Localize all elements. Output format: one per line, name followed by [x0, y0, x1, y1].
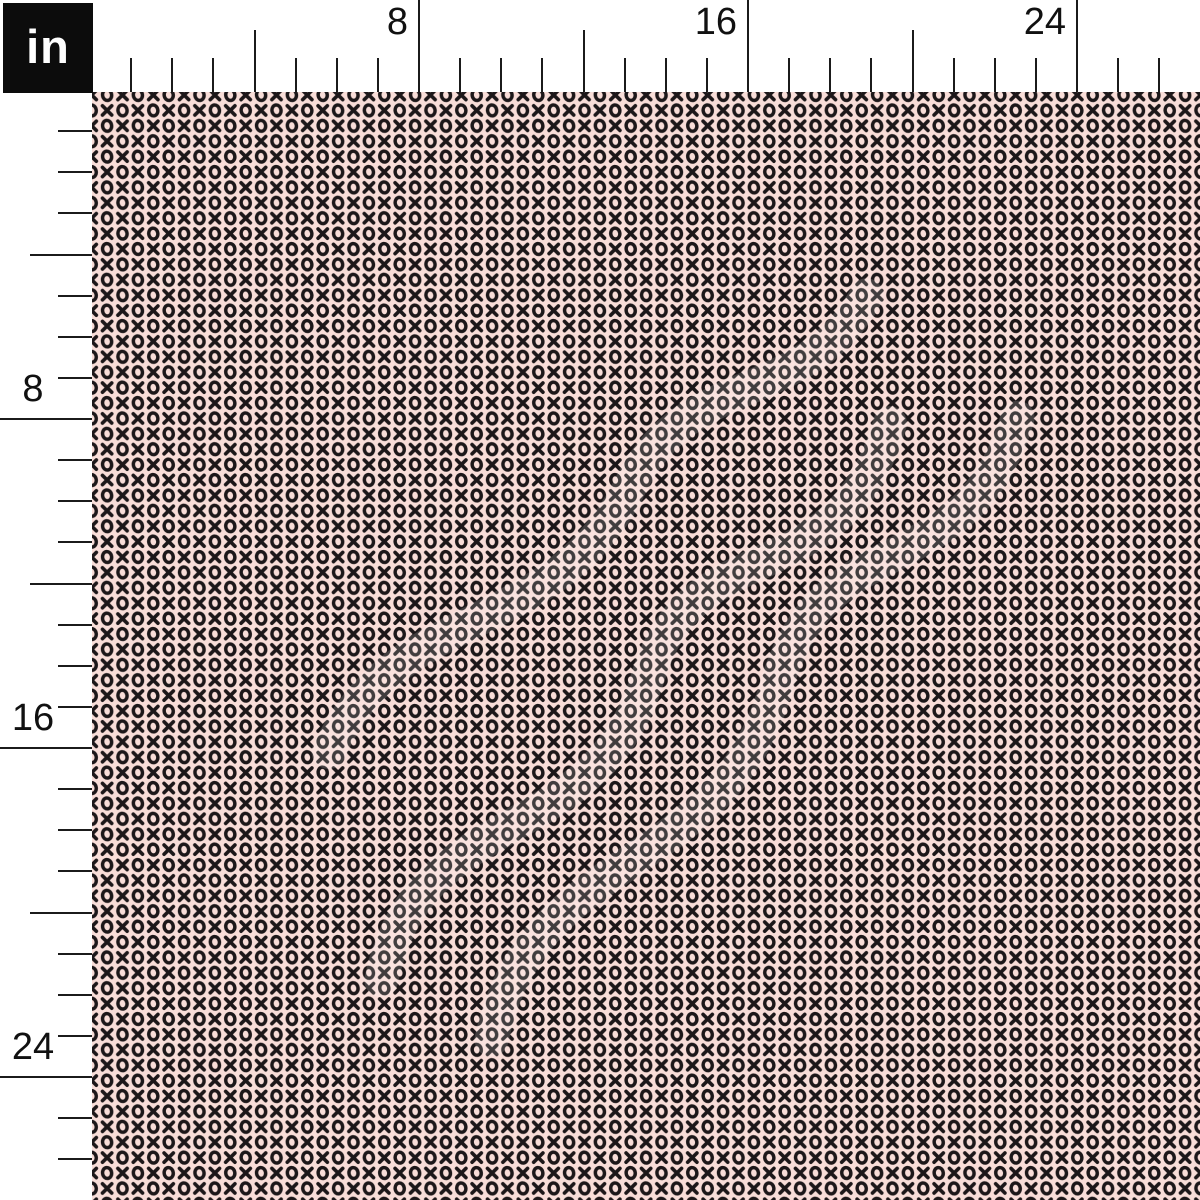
fabric-pattern-svg: [92, 92, 1200, 1200]
left-ruler-tick: [58, 130, 92, 132]
watermark: [311, 278, 1035, 1057]
top-ruler-tick: [624, 58, 626, 92]
left-ruler-tick: [58, 994, 92, 996]
top-ruler-tick: [130, 58, 132, 92]
left-ruler-medium-tick: [30, 254, 92, 256]
left-ruler-tick: [58, 788, 92, 790]
top-ruler-tick: [870, 58, 872, 92]
left-ruler-tick: [58, 171, 92, 173]
left-ruler-tick: [58, 1035, 92, 1037]
top-ruler-medium-tick: [912, 30, 914, 92]
top-ruler-tick: [500, 58, 502, 92]
left-ruler-tick: [58, 870, 92, 872]
left-ruler-tick: [58, 459, 92, 461]
top-ruler-tick: [1117, 58, 1119, 92]
left-ruler-tick: [58, 953, 92, 955]
top-ruler-tick: [788, 58, 790, 92]
top-ruler-tick: [459, 58, 461, 92]
left-ruler-major-tick: [0, 1076, 92, 1078]
top-ruler-major-tick: [418, 0, 420, 92]
top-ruler-tick: [665, 58, 667, 92]
left-ruler-tick: [58, 624, 92, 626]
top-ruler-tick: [336, 58, 338, 92]
top-ruler-tick: [1035, 58, 1037, 92]
left-ruler-tick: [58, 829, 92, 831]
top-ruler-tick: [994, 58, 996, 92]
top-ruler-major-tick: [747, 0, 749, 92]
top-ruler-tick: [295, 58, 297, 92]
left-ruler-tick: [58, 336, 92, 338]
fabric-swatch: [92, 92, 1200, 1200]
top-ruler-medium-tick: [583, 30, 585, 92]
top-ruler-tick: [541, 58, 543, 92]
top-ruler-label-24: 24: [1023, 1, 1066, 43]
left-ruler-tick: [58, 295, 92, 297]
left-ruler-major-tick: [0, 747, 92, 749]
top-ruler-major-tick: [1076, 0, 1078, 92]
left-ruler-tick: [58, 541, 92, 543]
left-ruler-tick: [58, 212, 92, 214]
top-ruler-tick: [706, 58, 708, 92]
left-ruler-tick: [58, 1158, 92, 1160]
top-ruler-label-8: 8: [386, 1, 408, 43]
top-ruler-label-16: 16: [694, 1, 737, 43]
top-ruler-tick: [212, 58, 214, 92]
left-ruler-tick: [58, 706, 92, 708]
top-ruler-tick: [829, 58, 831, 92]
left-ruler-tick: [58, 1117, 92, 1119]
left-ruler-tick: [58, 665, 92, 667]
left-ruler-label-8: 8: [22, 368, 44, 410]
left-ruler-major-tick: [0, 418, 92, 420]
left-ruler-medium-tick: [30, 912, 92, 914]
unit-label: in: [26, 19, 70, 73]
left-ruler-label-24: 24: [11, 1026, 55, 1068]
top-ruler-medium-tick: [254, 30, 256, 92]
top-ruler-tick: [953, 58, 955, 92]
top-ruler-tick: [171, 58, 173, 92]
top-ruler-tick: [377, 58, 379, 92]
left-ruler-medium-tick: [30, 583, 92, 585]
left-ruler-tick: [58, 500, 92, 502]
left-ruler-tick: [58, 377, 92, 379]
unit-badge: in: [3, 3, 93, 93]
left-ruler-label-16: 16: [11, 697, 55, 739]
top-ruler-tick: [1158, 58, 1160, 92]
